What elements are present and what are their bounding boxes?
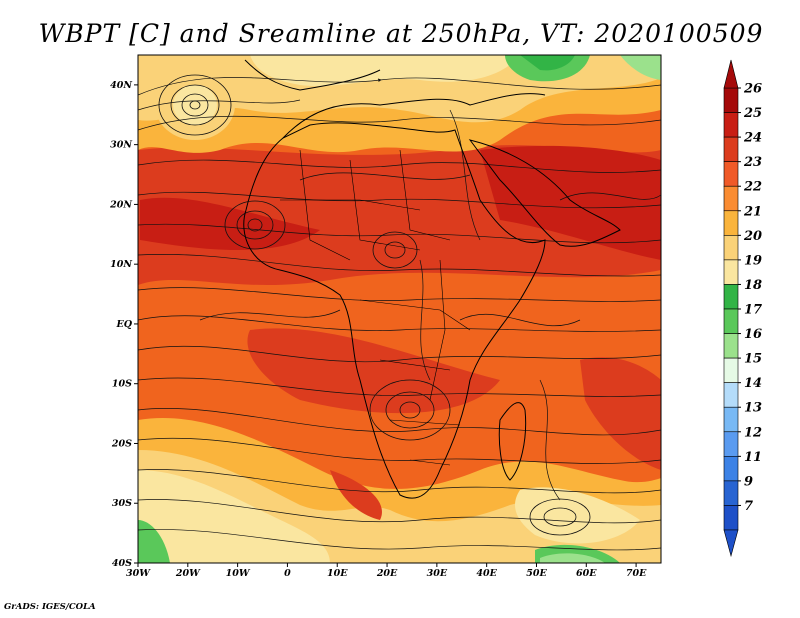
lat-tick-label: 30S [112, 498, 132, 509]
colorbar-swatch [723, 333, 739, 359]
colorbar-swatch [723, 382, 739, 408]
lon-tick-label: 30E [427, 568, 448, 579]
mediterranean-coastline [282, 93, 546, 139]
colorbar-swatch [723, 505, 739, 531]
wbpt-coolest-north [250, 55, 520, 87]
lon-tick-label: 70E [626, 568, 647, 579]
colorbar-swatch [723, 431, 739, 457]
colorbar-label: 19 [744, 253, 762, 268]
lon-tick-label: 20E [376, 568, 398, 579]
colorbar-label: 14 [744, 376, 762, 391]
map-panel: 30W 20W 10W 0 10E 20E 30E 40E 50E 60E 70E 40N 30N 20N… [109, 54, 662, 579]
wbpt-green-core-north [520, 55, 575, 71]
colorbar-bottom-arrow [723, 529, 739, 558]
lat-tick-label: 10N [110, 259, 132, 270]
colorbar-label: 21 [743, 204, 762, 219]
colorbar-swatch [723, 308, 739, 334]
wbpt-light-green-south [540, 553, 605, 563]
map-frame [137, 54, 662, 564]
lat-tick-label: 40S [112, 558, 132, 569]
lat-tick-label: 30N [110, 140, 132, 151]
colorbar-swatch [723, 259, 739, 285]
africa-coastline [243, 122, 546, 499]
lat-tick-label: EQ [115, 319, 132, 330]
lon-tick-label: 50E [526, 568, 547, 579]
colorbar-swatch [723, 406, 739, 433]
wbpt-hot-core-arabia [480, 145, 661, 260]
wbpt-warm-tongue-south [330, 470, 382, 520]
wbpt-hot-core-sahel [140, 197, 320, 250]
colorbar-swatch [723, 456, 739, 482]
lat-tick-label: 10S [112, 379, 132, 390]
lon-tick-label: 10E [327, 568, 348, 579]
colorbar-swatch [723, 480, 739, 506]
colorbar-label: 22 [743, 180, 762, 195]
colorbar-label: 15 [744, 352, 762, 367]
colorbar-label: 26 [743, 82, 762, 97]
colorbar-label: 20 [743, 229, 762, 244]
colorbar-label: 17 [744, 303, 762, 318]
map-title: WBPT [C] and Sreamline at 250hPa, VT: 20… [39, 19, 764, 48]
colorbar-swatch [723, 235, 739, 261]
wbpt-coolest-southwest [138, 470, 330, 563]
lon-tick-label: 40E [476, 568, 497, 579]
colorbar-swatch [723, 357, 739, 383]
streamline-vortices [158, 74, 591, 536]
coastlines [243, 59, 621, 499]
madagascar-coastline [498, 402, 527, 481]
colorbar-swatch [723, 112, 739, 138]
wbpt-coolest-low-northwest [173, 85, 217, 125]
wbpt-green-patch-northeast [620, 55, 661, 80]
colorbar-swatch [723, 136, 739, 162]
colorbar-label: 18 [744, 278, 762, 293]
streamlines [138, 77, 661, 551]
colorbar-swatch [723, 87, 739, 113]
colorbar-swatch [723, 161, 739, 187]
colorbar-label: 7 [744, 499, 753, 514]
colorbar-swatch [723, 210, 739, 236]
arabia-coastline [468, 139, 621, 247]
colorbar-top-arrow [723, 59, 739, 89]
colorbar-label: 13 [744, 401, 762, 416]
political-borders [280, 149, 471, 466]
axis-ticks [134, 84, 637, 567]
lat-tick-label: 40N [110, 80, 132, 91]
colorbar-label: 16 [744, 327, 762, 342]
lon-tick-label: 0 [284, 568, 291, 579]
lon-tick-label: 10W [226, 568, 251, 579]
colorbar-swatch [723, 185, 739, 212]
colorbar-swatch [723, 284, 739, 310]
lon-tick-label: 20W [175, 568, 201, 579]
colorbar: 26 25 24 23 22 21 20 19 18 17 16 15 14 13 12 11 9 7 [723, 59, 762, 558]
wbpt-warm-core-east [580, 357, 661, 470]
grads-credit: GrADS: IGES/COLA [4, 602, 96, 612]
colorbar-label: 11 [744, 450, 762, 465]
colorbar-label: 24 [743, 131, 762, 146]
lat-tick-label: 20S [111, 438, 132, 449]
wbpt-warm-core-south [247, 328, 500, 414]
colorbar-label: 12 [744, 425, 762, 440]
colorbar-label: 23 [743, 155, 762, 170]
wbpt-cool-eddy-southeast [515, 487, 640, 544]
colorbar-label: 25 [743, 106, 762, 121]
lon-tick-label: 60E [576, 568, 597, 579]
colorbar-label: 9 [744, 474, 753, 489]
axis-labels: 30W 20W 10W 0 10E 20E 30E 40E 50E 60E 70E 40N 30N 20N… [109, 80, 647, 579]
wbpt-green-patch-southwest [138, 520, 170, 563]
lon-tick-label: 30W [126, 568, 151, 579]
europe-coastline [244, 59, 381, 91]
lat-tick-label: 20N [109, 199, 132, 210]
